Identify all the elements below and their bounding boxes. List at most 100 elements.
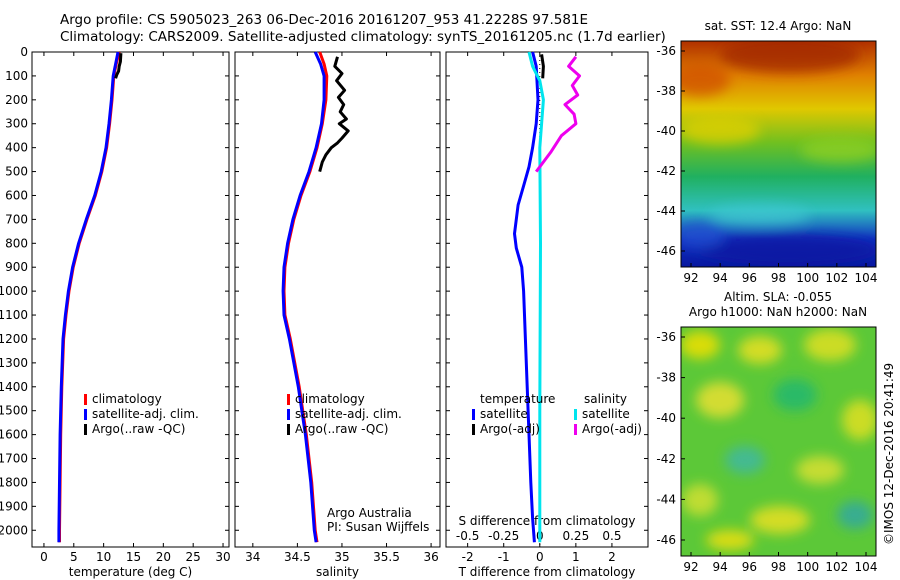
map-y-tick-label: -46 — [656, 244, 676, 258]
x-tick-label: 36 — [423, 550, 438, 564]
x-tick-label: 0 — [536, 550, 544, 564]
map-y-tick-label: -38 — [656, 84, 676, 98]
argo-annotation: PI: Susan Wijffels — [327, 520, 429, 534]
map-x-tick-label: 100 — [796, 560, 819, 574]
legend-swatch — [287, 409, 290, 420]
x-tick-label: 10 — [96, 550, 111, 564]
legend-swatch — [287, 394, 290, 405]
s-tick-label: -0.5 — [456, 529, 479, 543]
map-y-tick-label: -46 — [656, 533, 676, 547]
legend-swatch — [574, 409, 577, 420]
y-tick-label: 900 — [5, 260, 28, 274]
legend-swatch — [84, 424, 87, 435]
x-tick-label: 34 — [245, 550, 260, 564]
map-x-tick-label: 104 — [855, 271, 878, 285]
series-line-1 — [281, 51, 326, 543]
map-y-tick-label: -40 — [656, 411, 676, 425]
legend-swatch — [574, 424, 577, 435]
series-line-2 — [318, 56, 350, 172]
x-tick-label: -1 — [498, 550, 510, 564]
map-y-tick-label: -42 — [656, 164, 676, 178]
s-tick-label: 0.5 — [602, 529, 621, 543]
map-y-tick-label: -40 — [656, 124, 676, 138]
y-tick-label: 1100 — [0, 308, 28, 322]
map-x-tick-label: 98 — [771, 271, 786, 285]
x-tick-label: 35.5 — [373, 550, 400, 564]
series-line-2 — [540, 54, 545, 79]
map-y-tick-label: -44 — [656, 492, 676, 506]
salinity-axes-box — [234, 51, 441, 548]
y-tick-label: 0 — [20, 45, 28, 59]
y-tick-label: 1400 — [0, 380, 28, 394]
x-tick-label: 2 — [608, 550, 616, 564]
legend-entry: climatology — [92, 392, 162, 406]
map-y-tick-label: -36 — [656, 330, 676, 344]
x-tick-label: 34.5 — [284, 550, 311, 564]
x-tick-label: -2 — [462, 550, 474, 564]
x-tick-label: 5 — [70, 550, 78, 564]
y-tick-label: 100 — [5, 69, 28, 83]
legend-entry: salinity — [584, 392, 627, 406]
map-x-tick-label: 98 — [771, 560, 786, 574]
map-x-tick-label: 92 — [683, 560, 698, 574]
map-y-tick-label: -36 — [656, 44, 676, 58]
s-tick-label: 0.25 — [562, 529, 589, 543]
legend-swatch — [287, 424, 290, 435]
difference-axes-box — [445, 51, 649, 548]
salinity-panel: 34 34.5 35 35.5 36 salinity climatologysatelli… — [234, 51, 441, 579]
y-tick-label: 1500 — [0, 404, 28, 418]
map-y-tick-label: -42 — [656, 452, 676, 466]
x-tick-label: 30 — [215, 550, 230, 564]
y-tick-label: 1300 — [0, 356, 28, 370]
map-x-tick-label: 104 — [855, 560, 878, 574]
legend-entry: satellite — [582, 407, 630, 421]
y-tick-label: 2000 — [0, 523, 28, 537]
sla-map: Altim. SLA: -0.055 Argo h1000: NaN h2000… — [656, 290, 878, 574]
s-diff-label: S difference from climatology — [459, 514, 636, 528]
legend-entry: Argo(..raw -QC) — [92, 422, 185, 436]
map-x-tick-label: 100 — [796, 271, 819, 285]
x-tick-label: 15 — [126, 550, 141, 564]
difference-panel: -2 -1 0 1 2T difference from climatology S di… — [445, 51, 649, 579]
map-x-tick-label: 94 — [713, 560, 728, 574]
sst-map: sat. SST: 12.4 Argo: NaN -36 -38 -40 -42 -44… — [656, 19, 878, 285]
x-tick-label: 20 — [156, 550, 171, 564]
profile-title: Argo profile: CS 5905023_263 06-Dec-2016… — [60, 12, 589, 28]
x-tick-label: 0 — [40, 550, 48, 564]
y-tick-label: 300 — [5, 117, 28, 131]
y-tick-label: 1600 — [0, 428, 28, 442]
y-tick-label: 800 — [5, 236, 28, 250]
legend-entry: Argo(..raw -QC) — [295, 422, 388, 436]
salinity-xlabel: salinity — [316, 565, 359, 579]
difference-xlabel: T difference from climatology — [458, 565, 636, 579]
legend-entry: Argo(-adj) — [582, 422, 642, 436]
map-x-tick-label: 92 — [683, 271, 698, 285]
climatology-title: Climatology: CARS2009. Satellite-adjuste… — [60, 29, 666, 45]
map-x-tick-label: 102 — [825, 271, 848, 285]
legend-swatch — [84, 409, 87, 420]
y-tick-label: 600 — [5, 188, 28, 202]
y-tick-label: 1000 — [0, 284, 28, 298]
legend-swatch — [472, 409, 475, 420]
map-x-tick-label: 102 — [825, 560, 848, 574]
legend-swatch — [84, 394, 87, 405]
y-tick-label: 1800 — [0, 475, 28, 489]
legend-entry: satellite — [480, 407, 528, 421]
legend-entry: satellite-adj. clim. — [92, 407, 199, 421]
legend-entry: Argo(-adj) — [480, 422, 540, 436]
legend-entry: satellite-adj. clim. — [295, 407, 402, 421]
sst-map-title: sat. SST: 12.4 Argo: NaN — [705, 19, 852, 33]
imos-timestamp: ©IMOS 12-Dec-2016 20:41:49 — [882, 363, 896, 545]
map-x-tick-label: 94 — [713, 271, 728, 285]
map-y-tick-label: -38 — [656, 371, 676, 385]
y-tick-label: 1200 — [0, 332, 28, 346]
sla-map-title: Altim. SLA: -0.055 — [724, 290, 832, 304]
argo-annotation: Argo Australia — [327, 506, 412, 520]
map-x-tick-label: 96 — [742, 560, 757, 574]
y-tick-label: 700 — [5, 212, 28, 226]
temperature-xlabel: temperature (deg C) — [69, 565, 192, 579]
s-tick-label: -0.25 — [488, 529, 519, 543]
y-tick-label: 500 — [5, 165, 28, 179]
series-line-0 — [513, 51, 540, 543]
series-line-3 — [535, 55, 581, 173]
